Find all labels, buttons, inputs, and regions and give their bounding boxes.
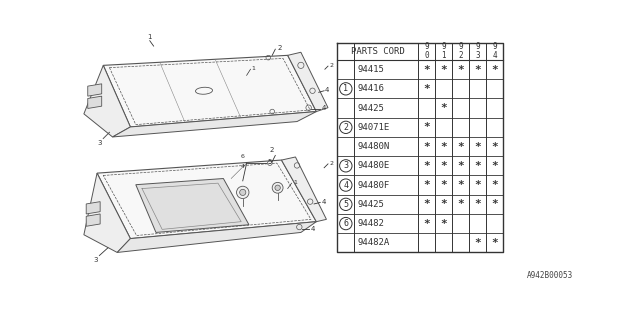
Text: *: * <box>457 161 464 171</box>
Text: *: * <box>474 238 481 248</box>
Circle shape <box>239 189 246 196</box>
Text: *: * <box>474 161 481 171</box>
Text: 94482: 94482 <box>358 219 385 228</box>
Text: 2: 2 <box>270 147 275 153</box>
Text: 94482A: 94482A <box>358 238 390 247</box>
Text: *: * <box>474 65 481 75</box>
Text: *: * <box>423 141 430 152</box>
Text: 94480N: 94480N <box>358 142 390 151</box>
Text: 2: 2 <box>330 63 333 68</box>
Text: *: * <box>492 161 498 171</box>
Text: *: * <box>440 180 447 190</box>
Polygon shape <box>88 96 102 108</box>
Text: *: * <box>423 161 430 171</box>
Text: 5: 5 <box>268 159 272 165</box>
Polygon shape <box>97 160 316 239</box>
Polygon shape <box>282 157 326 222</box>
Text: 4: 4 <box>325 87 329 93</box>
Text: *: * <box>440 141 447 152</box>
Text: *: * <box>423 199 430 209</box>
Text: *: * <box>440 161 447 171</box>
Circle shape <box>272 182 283 193</box>
Text: *: * <box>474 180 481 190</box>
Text: *: * <box>474 199 481 209</box>
Text: 2: 2 <box>330 161 333 166</box>
Text: *: * <box>474 141 481 152</box>
Text: *: * <box>440 199 447 209</box>
Text: 9
0: 9 0 <box>424 43 429 60</box>
Polygon shape <box>84 65 131 137</box>
Text: 94071E: 94071E <box>358 123 390 132</box>
Text: 94425: 94425 <box>358 200 385 209</box>
Text: 94425: 94425 <box>358 104 385 113</box>
Text: 3: 3 <box>93 257 98 263</box>
Circle shape <box>237 186 249 198</box>
Text: PARTS CORD: PARTS CORD <box>351 47 404 56</box>
Text: 1: 1 <box>252 66 255 71</box>
Text: *: * <box>457 65 464 75</box>
Text: 6: 6 <box>241 154 244 159</box>
Text: 4: 4 <box>241 164 244 169</box>
Text: 9
2: 9 2 <box>458 43 463 60</box>
Text: 1: 1 <box>343 84 348 93</box>
Text: 9
3: 9 3 <box>476 43 480 60</box>
Text: 1: 1 <box>147 34 152 40</box>
Text: 4: 4 <box>322 199 326 205</box>
Text: *: * <box>457 199 464 209</box>
Text: *: * <box>492 141 498 152</box>
Polygon shape <box>113 112 316 137</box>
Polygon shape <box>117 222 316 252</box>
Text: *: * <box>423 180 430 190</box>
Circle shape <box>275 185 280 190</box>
Polygon shape <box>84 173 131 252</box>
Text: 9
1: 9 1 <box>441 43 446 60</box>
Text: *: * <box>457 141 464 152</box>
Polygon shape <box>86 214 100 226</box>
Text: *: * <box>440 103 447 113</box>
Text: 4: 4 <box>322 106 326 111</box>
Polygon shape <box>136 179 249 232</box>
Text: 4: 4 <box>343 180 348 189</box>
Text: 2: 2 <box>278 45 282 52</box>
Text: *: * <box>423 219 430 228</box>
Text: A942B00053: A942B00053 <box>527 271 573 280</box>
Text: 9
4: 9 4 <box>492 43 497 60</box>
Polygon shape <box>288 52 328 112</box>
Text: *: * <box>457 180 464 190</box>
Text: *: * <box>492 65 498 75</box>
Text: 4: 4 <box>311 226 316 232</box>
Text: *: * <box>423 84 430 94</box>
Text: 3: 3 <box>97 140 102 146</box>
Polygon shape <box>86 202 100 214</box>
Text: *: * <box>440 65 447 75</box>
Text: *: * <box>492 199 498 209</box>
Text: *: * <box>492 238 498 248</box>
Text: 94480E: 94480E <box>358 161 390 170</box>
Text: 94415: 94415 <box>358 65 385 74</box>
Text: 94480F: 94480F <box>358 180 390 189</box>
Text: 5: 5 <box>343 200 348 209</box>
Text: *: * <box>492 180 498 190</box>
Polygon shape <box>103 55 316 127</box>
Text: 94416: 94416 <box>358 84 385 93</box>
Text: *: * <box>423 65 430 75</box>
Text: 3: 3 <box>343 161 348 170</box>
Text: 1: 1 <box>293 180 297 185</box>
Text: 2: 2 <box>343 123 348 132</box>
Text: *: * <box>423 122 430 132</box>
Polygon shape <box>88 84 102 96</box>
Text: 6: 6 <box>343 219 348 228</box>
Text: *: * <box>440 219 447 228</box>
